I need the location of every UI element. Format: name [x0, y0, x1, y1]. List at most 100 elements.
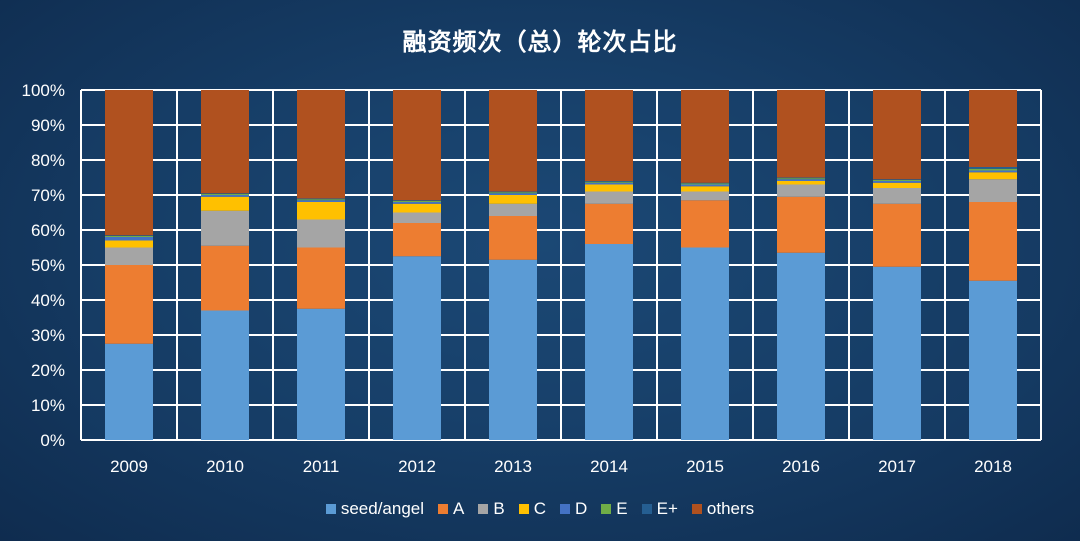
- bar-segment-seed-angel: [393, 256, 441, 440]
- legend-label: A: [453, 499, 465, 518]
- legend-item: C: [518, 499, 546, 519]
- bar-segment-c: [297, 202, 345, 220]
- bar-segment-c: [393, 203, 441, 213]
- legend-swatch: [601, 504, 612, 514]
- legend-item: seed/angel: [325, 499, 425, 519]
- bar-segment-a: [969, 202, 1017, 281]
- legend-swatch: [478, 504, 489, 514]
- legend-item: others: [691, 499, 755, 519]
- x-tick-label: 2012: [398, 457, 436, 476]
- x-tick-label: 2011: [303, 457, 340, 476]
- bar-segment-c: [873, 182, 921, 188]
- x-tick-label: 2015: [686, 457, 724, 476]
- y-tick-label: 30%: [31, 326, 65, 345]
- legend-swatch: [691, 504, 702, 514]
- bar-segment-e: [969, 168, 1017, 171]
- bar-segment-c: [489, 195, 537, 204]
- bar-segment-e: [489, 192, 537, 194]
- bar-segment-c: [105, 240, 153, 248]
- bar-segment-a: [681, 200, 729, 248]
- y-tick-label: 10%: [31, 396, 65, 415]
- bar-segment-e-: [585, 181, 633, 182]
- y-tick-label: 90%: [31, 116, 65, 135]
- bar-segment-b: [393, 212, 441, 223]
- bar-segment-a: [297, 247, 345, 309]
- x-axis-labels: 2009 2010 2011 2012 2013 2014 2015 2016 2017 2018: [110, 457, 1012, 476]
- bar-segment-seed-angel: [777, 252, 825, 440]
- bar-segment-others: [873, 90, 921, 180]
- bar-segment-b: [201, 210, 249, 246]
- bar-segment-e-: [393, 200, 441, 201]
- x-tick-label: 2017: [878, 457, 916, 476]
- bar-segment-a: [105, 265, 153, 344]
- bar-segment-others: [393, 90, 441, 201]
- legend-label: B: [493, 499, 505, 518]
- legend-label: C: [533, 499, 546, 518]
- bar-segment-a: [873, 203, 921, 267]
- bar-segment-seed-angel: [681, 247, 729, 440]
- bar-segment-b: [969, 179, 1017, 202]
- y-tick-label: 80%: [31, 151, 65, 170]
- bar-segment-others: [969, 90, 1017, 167]
- bar-segment-a: [777, 196, 825, 253]
- bar-segment-e: [681, 183, 729, 185]
- bar-segment-e: [201, 193, 249, 195]
- bar-segment-c: [585, 184, 633, 192]
- bar-segment-d: [105, 237, 153, 241]
- bar-segment-e-: [873, 179, 921, 180]
- bar-segment-d: [873, 181, 921, 183]
- bar-segment-seed-angel: [585, 244, 633, 440]
- bar-segment-b: [585, 191, 633, 204]
- legend-item: B: [478, 499, 505, 519]
- legend-label: seed/angel: [340, 499, 425, 518]
- bar-segment-others: [297, 90, 345, 199]
- legend-swatch: [325, 504, 336, 514]
- bar-segment-e: [585, 181, 633, 183]
- bar-segment-others: [201, 90, 249, 194]
- bar-segment-b: [777, 184, 825, 197]
- bar-segment-b: [489, 203, 537, 216]
- bar-segment-b: [105, 247, 153, 265]
- bar-segment-e-: [297, 198, 345, 200]
- bar-segment-seed-angel: [873, 266, 921, 440]
- bar-segment-e: [297, 199, 345, 201]
- legend-swatch: [560, 504, 570, 514]
- bar-segment-others: [585, 90, 633, 181]
- legend-swatch: [438, 504, 449, 514]
- legend-label: others: [706, 499, 755, 518]
- bar-segment-d: [777, 179, 825, 181]
- bar-segment-d: [681, 184, 729, 187]
- y-tick-label: 100%: [22, 81, 65, 100]
- bar-segment-a: [489, 216, 537, 260]
- x-tick-label: 2013: [494, 457, 532, 476]
- bar-segment-e-: [201, 193, 249, 194]
- bar-segment-a: [393, 223, 441, 257]
- bar-segment-e-: [105, 235, 153, 236]
- x-tick-label: 2016: [782, 457, 820, 476]
- bar-segment-b: [681, 191, 729, 201]
- bar-segment-others: [489, 90, 537, 192]
- bar-segment-seed-angel: [489, 259, 537, 440]
- bar-segment-seed-angel: [297, 308, 345, 440]
- bar-segment-e: [393, 200, 441, 202]
- x-tick-label: 2018: [974, 457, 1012, 476]
- bar-segment-e-: [969, 167, 1017, 169]
- bar-segment-e: [777, 178, 825, 180]
- legend-label: E: [616, 499, 628, 518]
- bar-segment-e: [873, 179, 921, 181]
- bar-segment-e-: [489, 191, 537, 193]
- x-tick-label: 2009: [110, 457, 148, 476]
- bar-segment-e: [105, 235, 153, 237]
- bar-segment-b: [297, 219, 345, 248]
- bar-segment-c: [201, 196, 249, 211]
- bars: [105, 90, 1017, 440]
- bar-segment-b: [873, 188, 921, 204]
- legend: seed/angel A B C D E E+ others: [0, 499, 1080, 519]
- bar-segment-seed-angel: [969, 280, 1017, 440]
- bar-segment-e-: [777, 177, 825, 179]
- y-tick-label: 60%: [31, 221, 65, 240]
- legend-item: E+: [641, 499, 678, 519]
- legend-swatch: [518, 504, 529, 514]
- bar-segment-a: [201, 245, 249, 311]
- x-tick-label: 2010: [206, 457, 244, 476]
